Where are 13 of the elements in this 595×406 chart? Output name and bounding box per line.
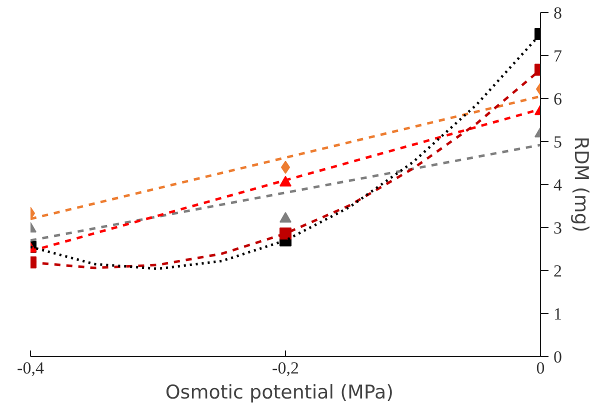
y-tick-label: 6	[554, 90, 562, 108]
y-axis-title: RDM (mg)	[570, 136, 592, 232]
y-tick-label: 7	[554, 46, 562, 66]
y-tick-label: 1	[554, 304, 562, 324]
y-tick-label: 5	[554, 132, 562, 152]
y-tick-label: 3	[554, 218, 562, 238]
x-tick-label: -0,4	[17, 358, 44, 378]
y-tick-label: 2	[554, 262, 562, 280]
y-tick-label: 4	[554, 176, 562, 194]
x-tick-label: 0	[536, 358, 545, 378]
x-tick-label: -0,2	[272, 358, 299, 378]
x-axis-title: Osmotic potential (MPa)	[165, 382, 394, 404]
y-tick-label: 8	[554, 4, 562, 22]
